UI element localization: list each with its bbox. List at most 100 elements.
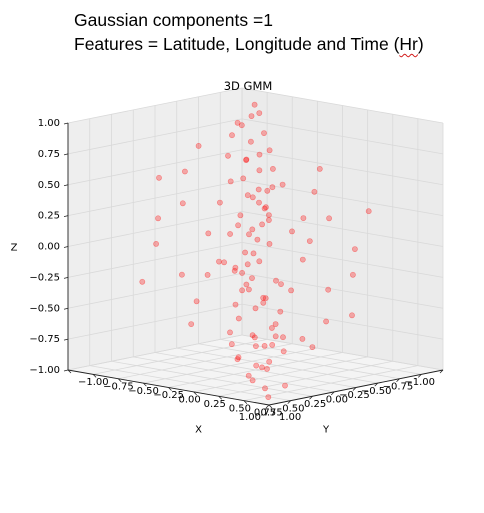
y-tick: [352, 387, 357, 391]
data-point: [282, 382, 288, 389]
z-tick-label: −0.50: [29, 303, 60, 314]
floor-grid-x: [193, 356, 368, 393]
data-point: [266, 147, 273, 154]
data-point: [204, 271, 211, 278]
data-point: [216, 199, 223, 206]
floor-grid-y: [133, 356, 335, 393]
data-point: [265, 217, 272, 223]
data-point: [216, 258, 222, 265]
y-tick-label: 0.25: [304, 399, 326, 410]
y-tick-label: 0.50: [282, 403, 304, 414]
left-wall-grid-z: [67, 87, 243, 124]
data-point: [269, 341, 276, 348]
z-tick: [63, 307, 69, 310]
z-tick-label: −0.25: [29, 272, 60, 283]
data-point: [272, 333, 279, 340]
data-point: [225, 152, 231, 159]
y-axis-label: Y: [322, 425, 330, 436]
data-point: [232, 301, 239, 308]
data-point: [261, 130, 267, 136]
data-point: [250, 250, 257, 257]
data-point: [228, 341, 235, 348]
data-point: [365, 208, 372, 215]
header-line-2-suffix: ): [417, 34, 424, 54]
data-point: [178, 271, 185, 278]
x-tick: [243, 400, 248, 404]
y-tick: [439, 369, 444, 374]
y-tick-label: −1.00: [404, 377, 435, 388]
data-point: [280, 334, 286, 341]
y-tick: [330, 391, 335, 396]
data-point: [179, 200, 186, 207]
x-tick: [117, 378, 122, 383]
data-point: [244, 261, 251, 268]
data-points: [139, 101, 372, 400]
data-point: [249, 226, 256, 233]
data-point: [259, 364, 265, 371]
chart-title: 3D GMM: [224, 79, 273, 93]
data-point: [269, 165, 276, 172]
data-point: [256, 110, 263, 116]
data-point: [248, 113, 255, 119]
x-axis-label: X: [195, 425, 202, 436]
y-tick-label: 1.00: [239, 412, 261, 423]
data-point: [234, 356, 241, 363]
data-point: [246, 231, 252, 238]
data-point: [245, 372, 252, 379]
data-point: [251, 334, 258, 341]
floor-grid-x: [243, 365, 418, 402]
data-point: [261, 342, 268, 349]
data-point: [252, 305, 259, 312]
data-point: [262, 295, 269, 302]
data-point: [326, 215, 332, 222]
data-point: [264, 365, 270, 372]
data-point: [277, 308, 284, 315]
floor-grid-y: [154, 352, 357, 388]
x-tick: [92, 374, 97, 378]
data-point: [234, 119, 241, 126]
x-tick-label: −1.00: [78, 377, 109, 388]
z-tick: [63, 215, 69, 218]
data-point: [155, 215, 161, 222]
z-tick-label: −0.75: [29, 334, 60, 345]
data-point: [227, 178, 234, 185]
z-tick: [63, 338, 69, 341]
z-tick: [63, 246, 69, 248]
left-wall-grid-z: [67, 180, 243, 217]
left-wall-grid-z: [67, 149, 243, 186]
data-point: [300, 215, 307, 221]
z-tick: [63, 122, 69, 125]
data-point: [188, 321, 195, 327]
x-tick-label: 1.00: [279, 412, 301, 423]
data-point: [240, 175, 247, 182]
data-point: [262, 204, 269, 211]
data-point: [249, 194, 256, 201]
data-point: [262, 385, 268, 392]
y-tick-label: 0.00: [326, 395, 348, 406]
z-tick: [63, 276, 69, 279]
data-point: [266, 358, 273, 365]
data-point: [235, 315, 242, 322]
data-point: [232, 264, 239, 271]
x-tick-label: 0.50: [229, 403, 251, 414]
data-point: [221, 259, 227, 266]
y-tick: [417, 374, 422, 378]
data-point: [261, 205, 268, 212]
data-point: [256, 199, 262, 206]
data-point: [235, 222, 241, 229]
y-tick: [309, 395, 313, 400]
header-line-2-underlined: Hr: [399, 34, 418, 54]
data-point: [323, 318, 329, 325]
data-point: [243, 156, 250, 163]
data-point: [227, 329, 233, 336]
z-tick: [63, 184, 69, 187]
data-point: [289, 228, 295, 235]
x-tick-label: 0.25: [204, 399, 226, 410]
x-tick: [143, 382, 147, 387]
x-tick-label: −0.75: [103, 381, 134, 392]
y-tick-label: −0.25: [339, 390, 370, 401]
data-point: [249, 332, 256, 339]
z-tick-label: 0.75: [38, 149, 60, 160]
data-point: [256, 167, 263, 174]
